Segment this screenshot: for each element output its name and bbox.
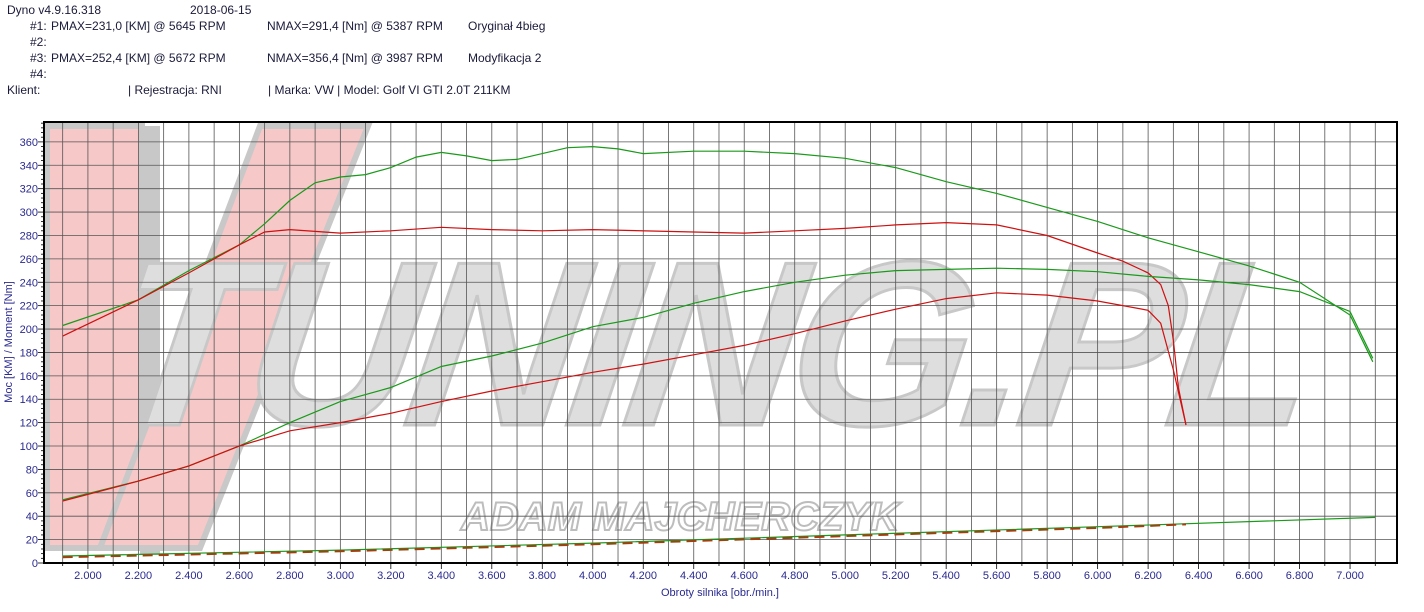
x-tick-label: 2.800 (276, 570, 304, 582)
registration: | Rejestracja: RNI (128, 83, 222, 97)
run-1-nmax: NMAX=291,4 [Nm] @ 5387 RPM (267, 19, 443, 33)
y-tick-label: 320 (20, 184, 38, 196)
series-line-5 (62, 523, 1187, 559)
x-tick-label: 6.800 (1286, 570, 1314, 582)
x-tick-label: 3.400 (428, 570, 456, 582)
x-tick-label: 2.600 (226, 570, 254, 582)
x-tick-label: 3.800 (529, 570, 557, 582)
y-tick-label: 200 (20, 324, 38, 336)
x-tick-label: 2.200 (125, 570, 153, 582)
series-line-0 (62, 145, 1374, 363)
run-1-id: #1: (30, 19, 47, 33)
plot-frame (43, 121, 1398, 564)
x-tick-label: 6.200 (1134, 570, 1162, 582)
run-2-id: #2: (30, 35, 47, 49)
y-tick-label: 220 (20, 301, 38, 313)
x-tick-label: 4.000 (579, 570, 607, 582)
x-tick-label: 4.200 (629, 570, 657, 582)
x-tick-label: 6.000 (1084, 570, 1112, 582)
run-4-id: #4: (30, 67, 47, 81)
x-tick-label: 3.000 (327, 570, 355, 582)
x-tick-label: 5.600 (983, 570, 1011, 582)
x-tick-label: 2.400 (175, 570, 203, 582)
y-tick-label: 340 (20, 160, 38, 172)
run-3-name: Modyfikacja 2 (468, 51, 542, 65)
watermark-subtitle: ADAM MAJCHERCZYK (460, 495, 902, 539)
y-tick-label: 40 (26, 511, 38, 523)
test-date: 2018-06-15 (190, 3, 252, 17)
y-tick-label: 60 (26, 488, 38, 500)
series-line-3 (62, 292, 1187, 502)
x-tick-label: 7.000 (1336, 570, 1364, 582)
y-tick-label: 180 (20, 347, 38, 359)
run-3-nmax: NMAX=356,4 [Nm] @ 3987 RPM (267, 51, 443, 65)
x-tick-label: 3.600 (478, 570, 506, 582)
run-1-pmax: PMAX=231,0 [KM] @ 5645 RPM (51, 19, 226, 33)
y-tick-label: 260 (20, 254, 38, 266)
y-tick-label: 300 (20, 207, 38, 219)
y-axis-label: Moc [KM] / Moment [Nm] (3, 281, 15, 403)
app-version: Dyno v4.9.16.318 (7, 3, 102, 17)
x-tick-label: 3.200 (377, 570, 405, 582)
y-tick-label: 360 (20, 137, 38, 149)
y-tick-label: 140 (20, 394, 38, 406)
x-tick-label: 6.400 (1185, 570, 1213, 582)
run-1-name: Oryginał 4bieg (468, 19, 546, 33)
y-tick-label: 0 (32, 558, 38, 570)
series-line-1 (62, 221, 1187, 426)
x-tick-label: 5.400 (932, 570, 960, 582)
vehicle-info: | Marka: VW | Model: Golf VI GTI 2.0T 21… (268, 83, 511, 97)
y-tick-label: 160 (20, 371, 38, 383)
y-tick-label: 240 (20, 277, 38, 289)
watermark-text: TUNING.PL (96, 213, 1327, 476)
x-tick-label: 5.800 (1033, 570, 1061, 582)
series-line-2 (62, 267, 1374, 501)
x-tick-label: 5.200 (882, 570, 910, 582)
y-tick-label: 120 (20, 418, 38, 430)
x-tick-label: 5.000 (831, 570, 859, 582)
x-tick-label: 6.600 (1235, 570, 1263, 582)
run-3-id: #3: (30, 51, 47, 65)
run-3-pmax: PMAX=252,4 [KM] @ 5672 RPM (51, 51, 226, 65)
x-axis-label: Obroty silnika [obr./min.] (661, 587, 779, 599)
y-tick-label: 100 (20, 441, 38, 453)
y-tick-label: 80 (26, 464, 38, 476)
x-tick-label: 4.800 (781, 570, 809, 582)
client-label: Klient: (7, 83, 41, 97)
y-tick-label: 20 (26, 535, 38, 547)
y-tick-label: 280 (20, 230, 38, 242)
x-tick-label: 4.400 (680, 570, 708, 582)
x-tick-label: 2.000 (74, 570, 102, 582)
x-tick-label: 4.600 (730, 570, 758, 582)
